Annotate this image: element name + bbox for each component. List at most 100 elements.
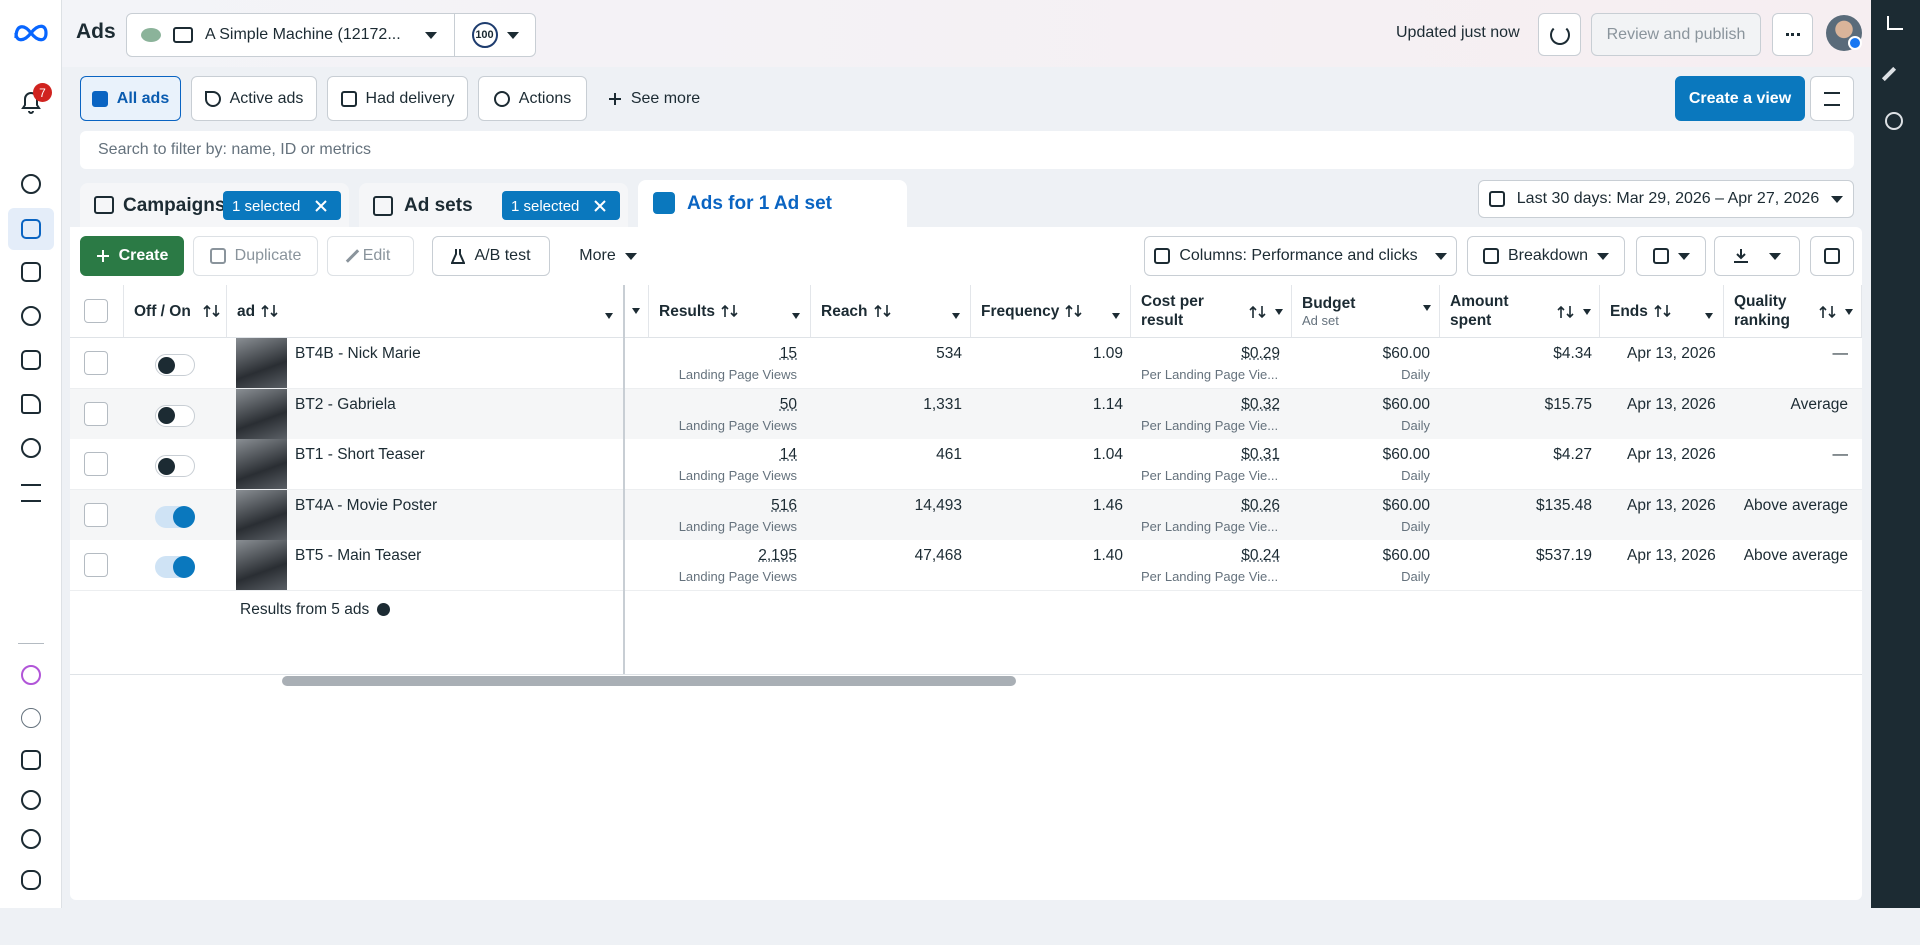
button-label: Duplicate	[234, 247, 302, 264]
table-bottom-border	[70, 674, 1862, 675]
see-more-button[interactable]: See more	[600, 76, 708, 121]
ads-icon	[653, 192, 675, 214]
date-range-picker[interactable]: Last 30 days: Mar 29, 2026 – Apr 27, 202…	[1478, 180, 1854, 218]
export-button[interactable]	[1714, 236, 1800, 276]
clear-icon[interactable]	[594, 200, 606, 212]
button-label: More	[579, 247, 616, 264]
nav-menu[interactable]	[21, 484, 41, 502]
nav-bug[interactable]	[21, 870, 41, 890]
history-icon[interactable]	[1885, 112, 1903, 130]
nav-active-bg	[8, 208, 54, 250]
tab-label: Had delivery	[365, 89, 455, 107]
duplicate-icon	[209, 248, 226, 264]
reports-icon	[1652, 248, 1669, 264]
chart-icon[interactable]	[1887, 16, 1903, 30]
filter-tab[interactable]: Actions	[478, 76, 587, 121]
meta-logo	[14, 24, 48, 42]
tab-label: Active ads	[229, 89, 304, 107]
see-more-label: See more	[630, 89, 701, 107]
update-status: Updated just now	[1396, 24, 1520, 41]
nav-business[interactable]	[21, 438, 41, 458]
campaigns-icon	[94, 196, 114, 214]
sliders-icon	[1824, 91, 1840, 106]
search-input[interactable]: Search to filter by: name, ID or metrics	[80, 131, 1854, 169]
nav-overview[interactable]	[21, 174, 41, 194]
breakdown-icon	[1482, 248, 1499, 264]
button-label: Columns: Performance and clicks	[1179, 247, 1418, 264]
campaigns-tab[interactable]: Campaigns 1 selected	[80, 183, 349, 233]
divider	[18, 643, 44, 644]
caret	[1769, 252, 1781, 260]
caret	[506, 31, 519, 39]
edit-button[interactable]: Edit	[327, 236, 414, 276]
chart-icon	[1824, 248, 1840, 264]
nav-pages[interactable]	[21, 262, 41, 282]
create-button[interactable]: Create	[80, 236, 184, 276]
button-label: Breakdown	[1507, 247, 1589, 264]
chip-label: 1 selected	[232, 198, 301, 215]
plus-icon	[608, 92, 621, 105]
nav-billing[interactable]	[21, 350, 41, 370]
tab-label: Ads for 1 Ad set	[687, 193, 832, 214]
edit-icon[interactable]	[1881, 66, 1897, 82]
charts-button[interactable]	[1810, 236, 1854, 276]
right-sidebar	[1871, 0, 1920, 908]
review-publish-button[interactable]: Review and publish	[1591, 13, 1761, 56]
caret	[1831, 195, 1844, 203]
nav-settings[interactable]	[21, 790, 41, 810]
create-view-button[interactable]: Create a view	[1675, 76, 1805, 121]
ab-test-button[interactable]: A/B test	[432, 236, 550, 276]
nav-reports[interactable]	[21, 750, 41, 770]
nav-help[interactable]	[21, 708, 41, 728]
duplicate-button[interactable]: Duplicate	[193, 236, 318, 276]
button-label: Edit	[362, 247, 391, 264]
nav-ai[interactable]	[21, 665, 41, 685]
ads-tab[interactable]: Ads for 1 Ad set	[638, 180, 907, 232]
more-button[interactable]: More	[566, 236, 650, 276]
nav-audiences[interactable]	[21, 306, 41, 326]
account-name: A Simple Machine (12172...	[205, 26, 401, 43]
filter-tab[interactable]: Had delivery	[327, 76, 468, 121]
nav-campaigns[interactable]	[21, 219, 41, 239]
reports-button[interactable]	[1636, 236, 1706, 276]
nav-events[interactable]	[21, 394, 41, 414]
adsets-tab[interactable]: Ad sets 1 selected	[359, 183, 628, 233]
clear-icon[interactable]	[315, 200, 327, 212]
caret	[1677, 252, 1690, 260]
app-title: Ads	[76, 20, 116, 43]
left-sidebar: 7	[0, 0, 62, 908]
date-range: Last 30 days: Mar 29, 2026 – Apr 27, 202…	[1516, 190, 1820, 207]
edit-icon	[345, 249, 359, 263]
filter-tab[interactable]: All ads	[80, 76, 181, 121]
caret	[624, 252, 637, 260]
plus-icon	[96, 250, 109, 262]
inbox-icon	[340, 90, 357, 107]
score: 100	[471, 22, 498, 48]
tab-label: Actions	[518, 89, 572, 107]
caret	[1597, 252, 1610, 260]
main-panel	[70, 227, 1862, 900]
nav-search[interactable]	[21, 829, 41, 849]
chip-label: 1 selected	[511, 198, 580, 215]
columns-icon	[1154, 248, 1171, 264]
button-label: A/B test	[474, 247, 531, 264]
tab-label: Campaigns	[123, 195, 226, 216]
caret	[1434, 252, 1447, 260]
account-selector[interactable]: A Simple Machine (12172...	[126, 13, 455, 57]
score-selector[interactable]: 100	[454, 13, 536, 57]
refresh-icon	[1549, 24, 1570, 45]
more-options-button[interactable]	[1772, 13, 1813, 56]
filter-tab[interactable]: Active ads	[191, 76, 317, 121]
refresh-button[interactable]	[1538, 13, 1581, 56]
send-icon	[204, 90, 221, 107]
dots	[1785, 33, 1800, 36]
columns-button[interactable]: Columns: Performance and clicks	[1144, 236, 1457, 276]
button-label: Create	[118, 247, 169, 264]
breakdown-button[interactable]: Breakdown	[1467, 236, 1625, 276]
horizontal-scrollbar[interactable]	[282, 676, 1016, 686]
avatar-badge	[1848, 36, 1862, 50]
notification-badge: 7	[33, 83, 52, 102]
view-settings-button[interactable]	[1810, 76, 1854, 121]
